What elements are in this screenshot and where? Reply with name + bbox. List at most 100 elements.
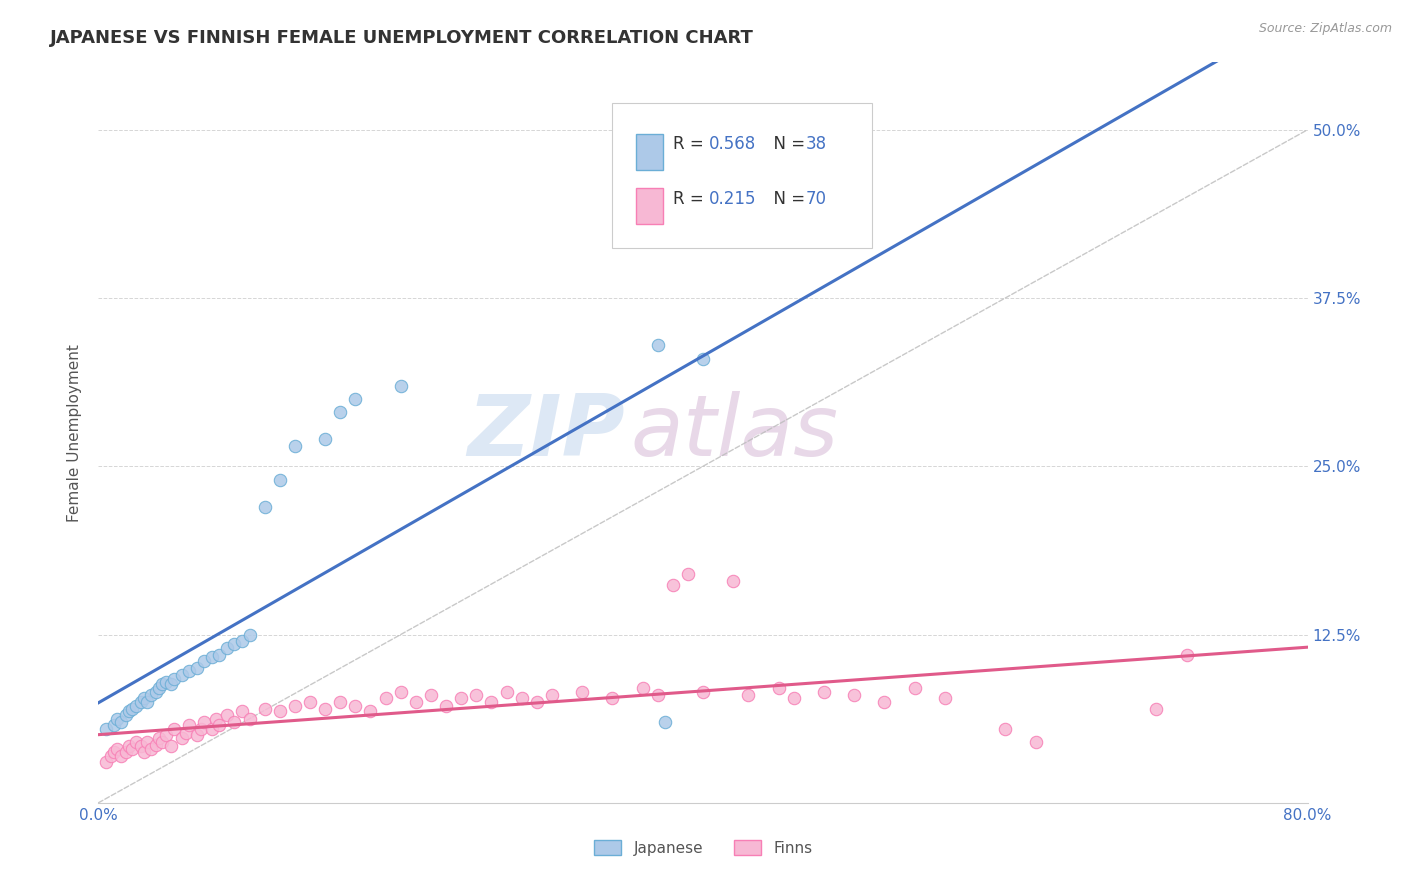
Point <box>135 695 157 709</box>
Point <box>844 688 866 702</box>
Point <box>145 738 167 752</box>
Point <box>723 574 745 588</box>
Point <box>141 742 163 756</box>
Point <box>118 739 141 754</box>
Text: atlas: atlas <box>630 391 838 475</box>
Point <box>526 695 548 709</box>
Point <box>450 690 472 705</box>
Point <box>737 688 759 702</box>
Point <box>205 712 228 726</box>
Point <box>1024 735 1046 749</box>
Point <box>495 685 517 699</box>
Point <box>208 717 231 731</box>
Point <box>231 704 253 718</box>
Point <box>481 695 503 709</box>
Point <box>813 685 835 699</box>
Point <box>768 681 790 696</box>
Point <box>170 668 193 682</box>
Point <box>299 695 322 709</box>
Point <box>103 717 125 731</box>
Point <box>155 729 177 743</box>
Point <box>269 473 291 487</box>
Point <box>389 378 412 392</box>
Point <box>208 648 231 662</box>
Point <box>163 672 186 686</box>
Point <box>571 685 593 699</box>
Text: N =: N = <box>763 190 811 209</box>
Point <box>132 690 155 705</box>
Point <box>405 695 427 709</box>
Point <box>118 704 141 718</box>
Point <box>105 712 128 726</box>
Point <box>114 745 136 759</box>
Point <box>420 688 443 702</box>
Point <box>314 433 336 447</box>
Point <box>110 714 132 729</box>
Point <box>783 690 806 705</box>
Point <box>239 712 262 726</box>
Point <box>1175 648 1198 662</box>
Point <box>179 664 201 678</box>
Y-axis label: Female Unemployment: Female Unemployment <box>67 343 83 522</box>
Point <box>465 688 488 702</box>
Point <box>148 731 170 746</box>
Point <box>661 578 683 592</box>
Point <box>145 685 167 699</box>
Point <box>121 742 143 756</box>
Point <box>284 439 307 453</box>
Point <box>160 677 183 691</box>
Point <box>344 392 367 406</box>
Point <box>647 338 669 352</box>
Point <box>155 674 177 689</box>
Point <box>269 704 291 718</box>
Text: 70: 70 <box>806 190 827 209</box>
Text: Source: ZipAtlas.com: Source: ZipAtlas.com <box>1258 22 1392 36</box>
Point <box>434 698 457 713</box>
Point <box>374 690 396 705</box>
Point <box>163 722 186 736</box>
Point <box>253 500 276 514</box>
Point <box>873 695 896 709</box>
Point <box>239 627 262 641</box>
Point <box>94 722 117 736</box>
Text: 0.215: 0.215 <box>709 190 756 209</box>
Point <box>150 677 173 691</box>
Text: R =: R = <box>672 190 709 209</box>
Point <box>224 637 246 651</box>
Text: R =: R = <box>672 135 709 153</box>
Point <box>510 690 533 705</box>
Point <box>602 690 624 705</box>
Text: 0.568: 0.568 <box>709 135 756 153</box>
Point <box>148 681 170 696</box>
Point <box>389 685 412 699</box>
Point <box>190 722 212 736</box>
Point <box>125 698 148 713</box>
Point <box>329 695 352 709</box>
Point <box>193 714 215 729</box>
Point <box>692 685 714 699</box>
Legend: Japanese, Finns: Japanese, Finns <box>588 834 818 862</box>
Point <box>129 739 152 754</box>
Point <box>647 688 669 702</box>
Point <box>186 661 208 675</box>
Point <box>193 655 215 669</box>
Text: 38: 38 <box>806 135 827 153</box>
Point <box>135 735 157 749</box>
Point <box>329 405 352 419</box>
Point <box>344 698 367 713</box>
Bar <box>637 135 664 169</box>
Point <box>110 748 132 763</box>
Point <box>314 701 336 715</box>
Point <box>360 704 382 718</box>
Bar <box>637 188 664 224</box>
Point <box>224 714 246 729</box>
Point <box>103 745 125 759</box>
Point <box>160 739 183 754</box>
Text: ZIP: ZIP <box>467 391 624 475</box>
Point <box>1144 701 1167 715</box>
FancyBboxPatch shape <box>613 103 872 247</box>
Point <box>934 690 956 705</box>
Point <box>215 640 238 655</box>
Point <box>174 726 197 740</box>
Point <box>692 351 714 366</box>
